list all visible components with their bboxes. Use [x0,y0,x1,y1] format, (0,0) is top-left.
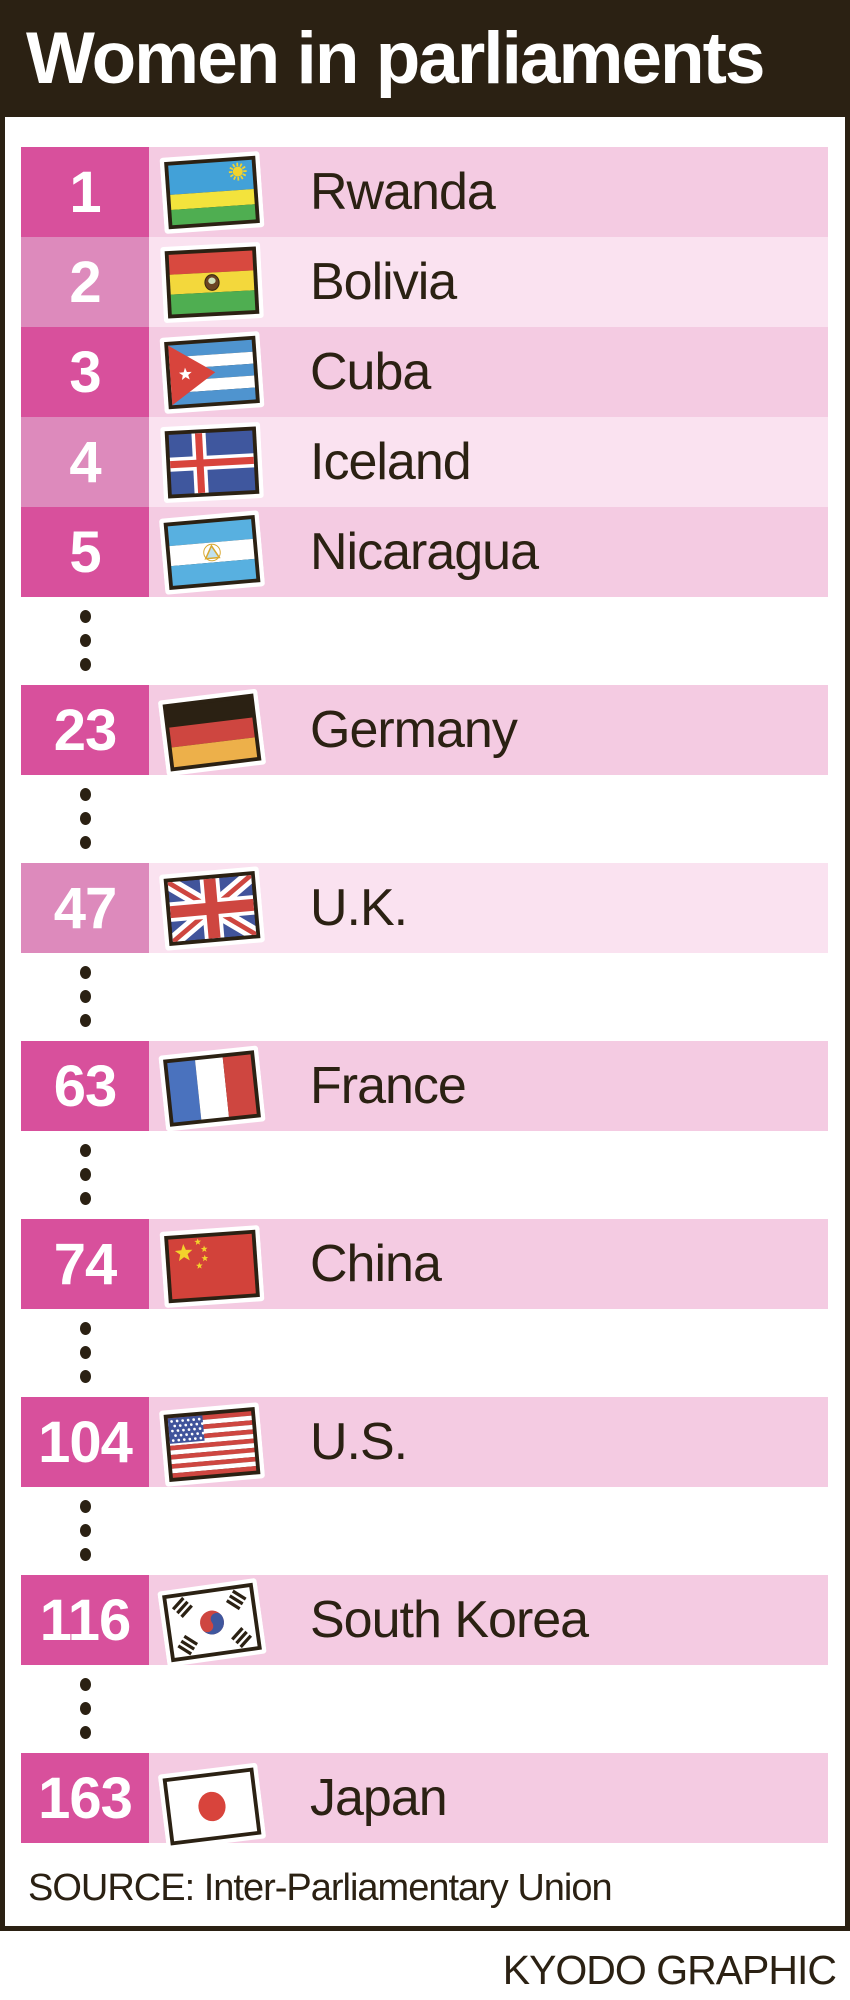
cuba-flag [159,331,265,415]
country-label: Iceland [310,433,472,491]
ellipsis-separator [21,775,828,863]
country-label: Nicaragua [310,523,539,581]
rank-cell: 74 [21,1219,149,1309]
ranking-row: 116 South Korea [21,1575,828,1667]
credit-line: KYODO GRAPHIC [502,1947,837,1993]
ellipsis-dots [21,610,149,671]
south-korea-flag [157,1577,267,1667]
rank-cell: 1 [21,147,149,237]
nicaragua-flag [159,510,265,595]
ranking-row: 5 Nicaragua [21,507,828,597]
country-label: Bolivia [310,253,457,311]
bolivia-flag [160,241,264,323]
country-label: U.K. [310,879,408,937]
page-title: Women in parliaments [26,18,765,99]
ranking-row: 23 Germany [21,685,828,777]
country-label: Japan [310,1769,448,1827]
ranking-panel: 1 Rwanda 2 Bolivia 3 Cuba 4 [0,117,850,1931]
ellipsis-separator [21,1665,828,1753]
rank-cell: 163 [21,1753,149,1843]
country-label: Cuba [310,343,431,401]
uk-flag [159,866,265,951]
rank-cell: 104 [21,1397,149,1487]
ranking-list: 1 Rwanda 2 Bolivia 3 Cuba 4 [21,147,828,1850]
rank-cell: 47 [21,863,149,953]
rank-cell: 23 [21,685,149,775]
rank-cell: 2 [21,237,149,327]
rank-cell: 63 [21,1041,149,1131]
country-label: Rwanda [310,163,496,221]
ellipsis-dots [21,966,149,1027]
germany-flag [158,688,267,777]
ranking-row: 3 Cuba [21,327,828,417]
ranking-row: 74 China [21,1219,828,1309]
ranking-row: 4 Iceland [21,417,828,507]
rwanda-flag [159,151,265,235]
ellipsis-dots [21,1678,149,1739]
country-label: China [310,1235,442,1293]
japan-flag [158,1762,267,1851]
ellipsis-separator [21,1131,828,1219]
ellipsis-separator [21,597,828,685]
ranking-row: 2 Bolivia [21,237,828,327]
ellipsis-dots [21,1500,149,1561]
ranking-row: 63 France [21,1041,828,1132]
country-label: South Korea [310,1591,589,1649]
ranking-row: 1 Rwanda [21,147,828,237]
ranking-row: 163 Japan [21,1753,828,1850]
title-bar: Women in parliaments [0,0,850,117]
country-label: France [310,1057,467,1115]
rank-cell: 4 [21,417,149,507]
ellipsis-dots [21,788,149,849]
iceland-flag [160,421,264,503]
ranking-row: 47 U.K. [21,863,828,953]
us-flag [159,1402,265,1487]
ellipsis-separator [21,1487,828,1575]
country-label: Germany [310,701,518,759]
ellipsis-separator [21,1309,828,1397]
france-flag [158,1045,266,1132]
rank-cell: 3 [21,327,149,417]
ranking-row: 104 U.S. [21,1397,828,1487]
ellipsis-separator [21,953,828,1041]
ellipsis-dots [21,1322,149,1383]
source-note: SOURCE: Inter-Parliamentary Union [28,1867,613,1909]
ellipsis-dots [21,1144,149,1205]
rank-cell: 5 [21,507,149,597]
rank-cell: 116 [21,1575,149,1665]
china-flag [159,1225,265,1309]
country-label: U.S. [310,1413,408,1471]
